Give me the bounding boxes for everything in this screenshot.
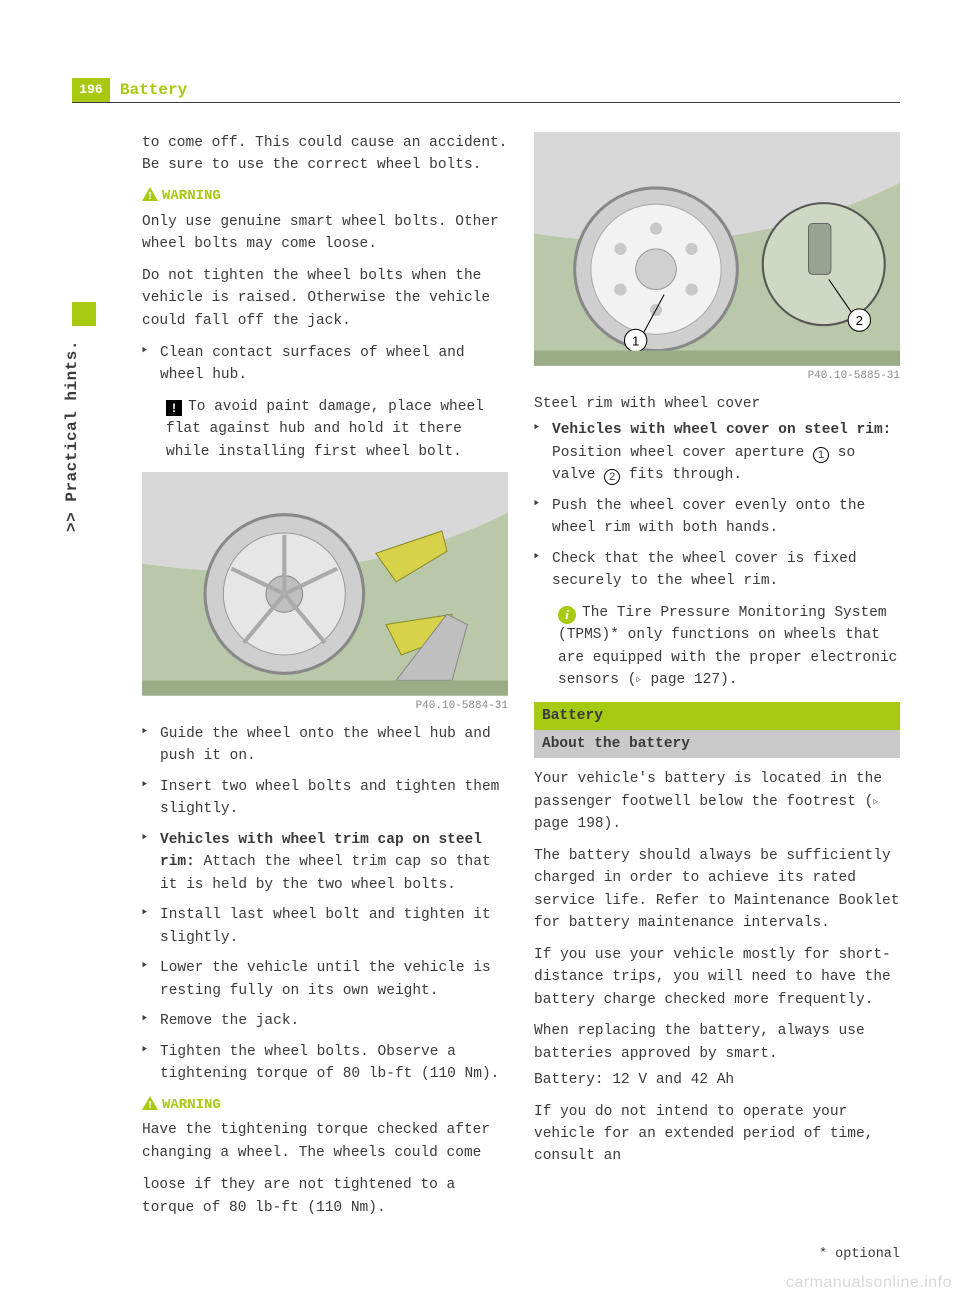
section-title: Battery — [120, 78, 187, 102]
paragraph: When replacing the battery, always use b… — [534, 1020, 900, 1065]
step-item: Lower the vehicle until the vehicle is r… — [142, 957, 508, 1002]
side-tab — [72, 302, 96, 326]
step-item: Push the wheel cover evenly onto the whe… — [534, 495, 900, 540]
svg-text:2: 2 — [856, 313, 863, 328]
warning-text: Have the tightening torque checked after… — [142, 1119, 508, 1164]
warning-heading: !WARNING — [142, 186, 508, 208]
paragraph: Battery: 12 V and 42 Ah — [534, 1069, 900, 1091]
warning-text-cont: loose if they are not tightened to a tor… — [142, 1174, 508, 1219]
paragraph: If you do not intend to operate your veh… — [534, 1101, 900, 1168]
page-ref-icon: ▷ — [874, 796, 878, 810]
info-note: iThe Tire Pressure Monitoring System (TP… — [534, 602, 900, 692]
step-item: Tighten the wheel bolts. Observe a tight… — [142, 1041, 508, 1086]
svg-text:!: ! — [148, 1100, 151, 1110]
step-list: Guide the wheel onto the wheel hub and p… — [142, 723, 508, 1086]
step-item: Clean contact surfaces of wheel and whee… — [142, 342, 508, 387]
step-item: Insert two wheel bolts and tighten them … — [142, 776, 508, 821]
warning-triangle-icon: ! — [142, 1096, 158, 1110]
side-chapter-label: >> Practical hints. — [60, 340, 85, 532]
info-icon: i — [558, 606, 576, 624]
svg-text:1: 1 — [632, 333, 639, 348]
figure-caption: P40.10-5885-31 — [534, 368, 900, 385]
warning-text: Do not tighten the wheel bolts when the … — [142, 265, 508, 332]
step-item: Guide the wheel onto the wheel hub and p… — [142, 723, 508, 768]
step-item: Vehicles with wheel trim cap on steel ri… — [142, 829, 508, 896]
subheading-about-battery: About the battery — [534, 730, 900, 758]
warning-block: !WARNING Have the tightening torque chec… — [142, 1095, 508, 1165]
figure-subcaption: Steel rim with wheel cover — [534, 393, 900, 415]
figure-wheel-cover: 1 2 P40.10-5885-31 — [534, 132, 900, 385]
warning-text: Only use genuine smart wheel bolts. Othe… — [142, 211, 508, 256]
callout-2-icon: 2 — [604, 469, 620, 485]
watermark: carmanualsonline.info — [786, 1271, 952, 1296]
step-item: Check that the wheel cover is fixed secu… — [534, 548, 900, 593]
step-item: Install last wheel bolt and tighten it s… — [142, 904, 508, 949]
step-item: Vehicles with wheel cover on steel rim: … — [534, 419, 900, 486]
content-columns: to come off. This could cause an acciden… — [142, 132, 900, 1262]
page-number: 196 — [72, 78, 110, 102]
note: !To avoid paint damage, place wheel flat… — [142, 396, 508, 463]
paragraph: The battery should always be sufficientl… — [534, 845, 900, 935]
footnote-optional: * optional — [819, 1245, 900, 1266]
figure-caption: P40.10-5884-31 — [142, 698, 508, 715]
warning-block: !WARNING Only use genuine smart wheel bo… — [142, 186, 508, 332]
paragraph: If you use your vehicle mostly for short… — [534, 944, 900, 1011]
step-list: Clean contact surfaces of wheel and whee… — [142, 342, 508, 387]
heading-battery: Battery — [534, 702, 900, 730]
header-rule — [72, 102, 900, 103]
callout-1-icon: 1 — [813, 447, 829, 463]
warning-triangle-icon: ! — [142, 187, 158, 201]
warning-heading: !WARNING — [142, 1095, 508, 1117]
figure-wheel-mount: P40.10-5884-31 — [142, 472, 508, 715]
paragraph: to come off. This could cause an acciden… — [142, 132, 508, 177]
page-ref-icon: ▷ — [637, 674, 641, 688]
step-list: Vehicles with wheel cover on steel rim: … — [534, 419, 900, 592]
svg-text:!: ! — [148, 191, 151, 201]
exclamation-icon: ! — [166, 400, 182, 416]
step-item: Remove the jack. — [142, 1010, 508, 1032]
paragraph: Your vehicle's battery is located in the… — [534, 768, 900, 835]
